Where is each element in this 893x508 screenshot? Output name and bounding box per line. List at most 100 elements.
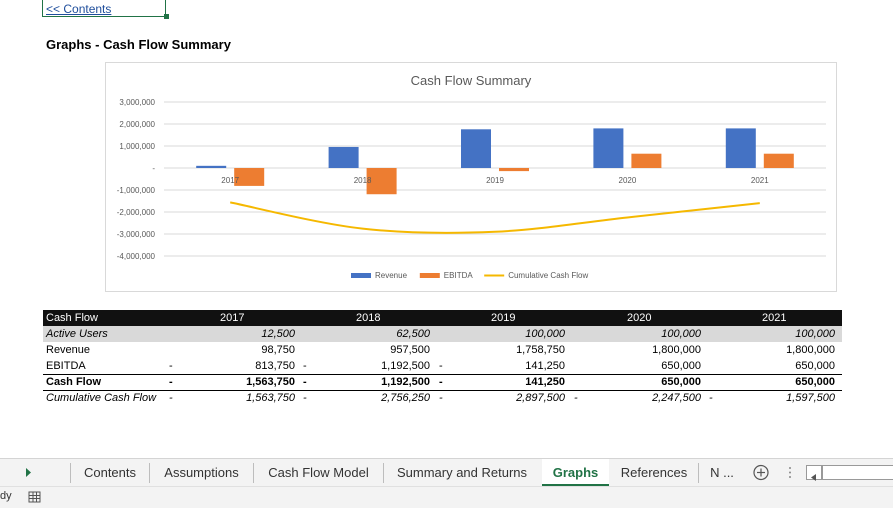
tab-contents[interactable]: Contents (83, 465, 137, 480)
row-value: 1,192,500 (381, 360, 430, 372)
row-value: 100,000 (525, 328, 565, 340)
row-value: 2,756,250 (381, 392, 430, 404)
negative-dash: - (439, 360, 443, 372)
ebitda-bar (763, 153, 794, 168)
table-row: Cash Flow - 1,563,750 - 1,192,500 - 141,… (43, 374, 842, 391)
row-value: 650,000 (661, 360, 701, 372)
header-year: 2019 (491, 312, 516, 324)
row-label: Active Users (46, 328, 108, 340)
row-label: EBITDA (46, 360, 86, 372)
row-value: 1,563,750 (246, 376, 295, 388)
negative-dash: - (303, 376, 307, 388)
x-tick-label: 2017 (221, 176, 239, 185)
chart-container[interactable]: Cash Flow Summary 3,000,000 2,000,000 1,000… (105, 62, 837, 292)
row-label: Cash Flow (46, 376, 102, 388)
table-row: Cumulative Cash Flow - 1,563,750 - 2,756… (43, 390, 842, 406)
negative-dash: - (303, 360, 307, 372)
y-tick-label: 3,000,000 (119, 98, 155, 107)
fill-handle[interactable] (164, 14, 169, 19)
row-value: 141,250 (525, 376, 565, 388)
row-label: Cumulative Cash Flow (46, 392, 157, 404)
tab-cash-flow-model[interactable]: Cash Flow Model (268, 465, 369, 480)
negative-dash: - (709, 392, 713, 404)
tab-separator (149, 463, 150, 483)
negative-dash: - (439, 392, 443, 404)
header-year: 2017 (220, 312, 245, 324)
row-value: 98,750 (261, 344, 295, 356)
row-value: 957,500 (390, 344, 430, 356)
legend-label: EBITDA (444, 271, 474, 280)
ebitda-bar (499, 168, 529, 172)
row-value: 650,000 (661, 376, 701, 388)
row-value: 12,500 (261, 328, 295, 340)
tab-separator (383, 463, 384, 483)
ebitda-bar (234, 168, 265, 186)
contents-link[interactable]: << Contents (46, 2, 112, 16)
negative-dash: - (439, 376, 443, 388)
negative-dash: - (169, 392, 173, 404)
row-value: 813,750 (255, 360, 295, 372)
add-sheet-button[interactable] (750, 459, 772, 486)
vertical-dots-icon[interactable] (784, 459, 796, 486)
tab-graphs[interactable]: Graphs (542, 459, 609, 486)
negative-dash: - (303, 392, 307, 404)
row-value: 650,000 (795, 360, 835, 372)
row-value: 1,758,750 (516, 344, 565, 356)
y-tick-label: - (152, 164, 155, 173)
cash-flow-chart: Cash Flow Summary 3,000,000 2,000,000 1,000… (117, 73, 826, 280)
revenue-bar (461, 129, 491, 168)
tab-separator (70, 463, 71, 483)
tab-summary-and-returns[interactable]: Summary and Returns (396, 465, 528, 480)
row-value: 100,000 (661, 328, 701, 340)
row-value: 1,192,500 (381, 376, 430, 388)
row-value: 1,563,750 (246, 392, 295, 404)
tab-references[interactable]: References (620, 465, 688, 480)
row-value: 1,597,500 (786, 392, 835, 404)
chart-title: Cash Flow Summary (411, 73, 532, 88)
negative-dash: - (169, 376, 173, 388)
row-label: Revenue (46, 344, 91, 356)
cumulative-cash-flow-line (230, 201, 760, 234)
table-row: Revenue 98,750 957,500 1,758,750 1,800,0… (43, 342, 842, 358)
horizontal-scrollbar[interactable] (806, 459, 893, 486)
ebitda-bar (366, 168, 397, 195)
revenue-bar (328, 146, 359, 168)
row-value: 141,250 (525, 360, 565, 372)
y-tick-label: -3,000,000 (117, 230, 156, 239)
page-title: Graphs - Cash Flow Summary (46, 37, 231, 52)
y-tick-label: 2,000,000 (119, 120, 155, 129)
x-tick-label: 2018 (354, 176, 372, 185)
tab-more[interactable]: N ... (710, 465, 734, 480)
ebitda-bar (631, 153, 662, 168)
revenue-bar (196, 165, 227, 168)
legend-label: Cumulative Cash Flow (508, 271, 588, 280)
status-bar: dy (0, 486, 893, 508)
legend-swatch (419, 273, 440, 278)
active-cell-border (42, 0, 166, 17)
table-row: EBITDA - 813,750 - 1,192,500 - 141,250 6… (43, 358, 842, 374)
table-header-row: Cash Flow 2017 2018 2019 2020 2021 (43, 310, 842, 326)
table-row: Active Users 12,500 62,500 100,000 100,0… (43, 326, 842, 342)
scroll-left-icon[interactable] (806, 465, 822, 481)
status-text: dy (0, 490, 12, 502)
scroll-right-icon[interactable] (20, 459, 36, 486)
x-tick-label: 2021 (751, 176, 769, 185)
y-tick-label: 1,000,000 (119, 142, 155, 151)
row-value: 2,897,500 (516, 392, 565, 404)
negative-dash: - (169, 360, 173, 372)
row-value: 1,800,000 (786, 344, 835, 356)
legend-swatch (351, 273, 371, 278)
row-value: 2,247,500 (652, 392, 701, 404)
grid-icon[interactable] (28, 490, 42, 507)
y-tick-label: -2,000,000 (117, 208, 156, 217)
row-value: 62,500 (396, 328, 430, 340)
triangle-right-icon (26, 468, 31, 477)
row-value: 100,000 (795, 328, 835, 340)
row-value: 1,800,000 (652, 344, 701, 356)
header-year: 2020 (627, 312, 652, 324)
plus-circle-icon (753, 464, 769, 481)
scrollbar-track[interactable] (822, 465, 893, 480)
row-value: 650,000 (795, 376, 835, 388)
tab-assumptions[interactable]: Assumptions (164, 465, 239, 480)
y-tick-label: -1,000,000 (117, 186, 156, 195)
